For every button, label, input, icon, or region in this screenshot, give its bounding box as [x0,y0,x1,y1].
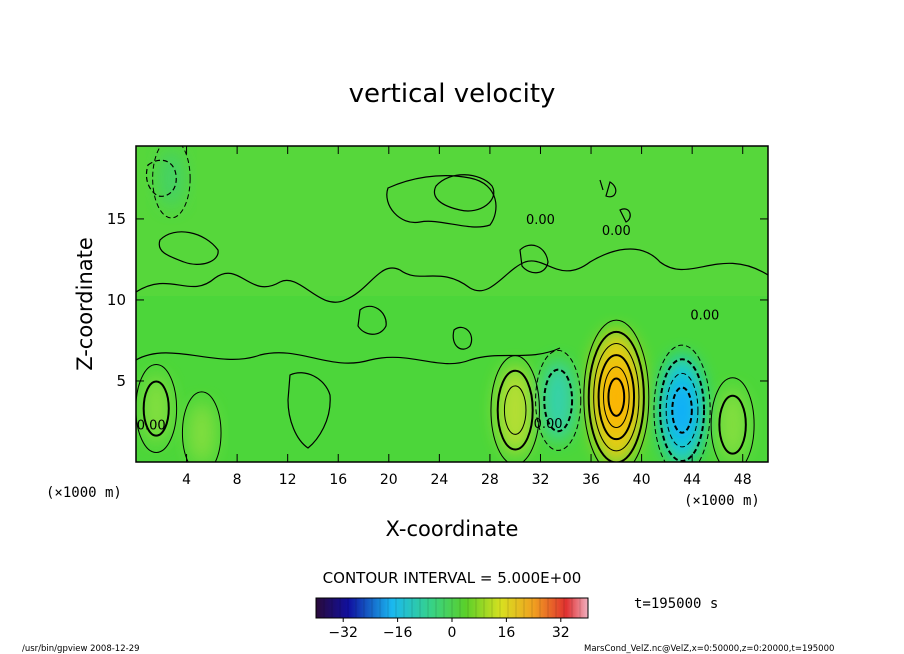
chart-title: vertical velocity [349,79,556,109]
y-ticks: 5 10 15 [107,210,768,390]
x-unit-right: (×1000 m) [684,493,760,509]
contour-label: 0.00 [534,417,563,432]
y-tick-label: 5 [116,372,126,390]
x-tick-label: 16 [329,472,347,488]
contour-value-labels: 0.00 0.00 0.00 0.00 0.00 [137,213,720,434]
colorbar-tick-label: 16 [497,625,515,641]
isoline [496,369,534,451]
contour-label: 0.00 [526,213,555,228]
isoline [665,372,699,448]
contour-label: 0.00 [690,308,719,323]
plot-area [136,146,768,462]
isoline [597,354,636,441]
y-tick-label: 10 [107,291,126,309]
isoline [490,355,540,462]
x-tick-label: 44 [683,472,701,488]
field-blob [717,387,749,462]
y-axis-label: Z-coordinate [73,237,97,371]
x-tick-label: 36 [582,472,600,488]
isoline [671,386,693,434]
colorbar-tick-label: −32 [328,625,358,641]
footer-right: MarsCond_VelZ.nc@VelZ,x=0:50000,z=0:2000… [584,644,834,654]
colorbar-tick-label: −16 [383,625,413,641]
isoline [543,368,574,433]
x-tick-label: 4 [182,472,191,488]
colorbar [315,597,589,619]
field-blob [541,360,575,441]
isoline [583,319,650,462]
x-tick-label: 28 [481,472,499,488]
field-blob [158,148,185,208]
colorbar-tick-label: 32 [552,625,570,641]
isoline [593,343,640,452]
isoline [710,377,755,462]
colorbar-ticks: −32 −16 0 16 32 [328,618,570,641]
time-label: t=195000 s [634,596,718,612]
field-core [669,379,695,441]
x-tick-label: 48 [734,472,752,488]
field-blob [141,374,171,443]
isoline [659,358,706,462]
contour-label: 0.00 [137,419,166,434]
y-tick-label: 15 [107,210,126,228]
isoline [535,349,582,451]
isoline [587,330,645,462]
isoline [718,394,747,455]
field-core [601,360,631,435]
isoline [142,380,170,437]
isoline [603,366,630,429]
x-tick-label: 12 [279,472,297,488]
contour-label: 0.00 [602,224,631,239]
x-tick-label: 40 [633,472,651,488]
field-blob [496,365,534,455]
contour-interval-text: CONTOUR INTERVAL = 5.000E+00 [323,569,582,587]
contour-lines [136,159,768,449]
footer-left: /usr/bin/gpview 2008-12-29 [22,644,140,654]
isolines [136,146,755,462]
x-tick-label: 24 [430,472,448,488]
isoline [181,391,222,462]
plot-frame [135,145,769,463]
colorbar-tick-label: 0 [448,625,457,641]
isoline [136,364,178,454]
x-tick-label: 32 [532,472,550,488]
x-unit-left: (×1000 m) [46,485,122,501]
x-tick-label: 8 [233,472,242,488]
isoline [653,344,711,462]
x-axis-label: X-coordinate [386,517,519,541]
isoline [503,385,527,435]
x-tick-label: 20 [380,472,398,488]
isoline [152,146,191,219]
x-ticks: 4 8 12 16 20 24 28 32 36 40 44 48 [182,146,752,488]
isoline [607,377,626,417]
field-blob [188,401,216,462]
